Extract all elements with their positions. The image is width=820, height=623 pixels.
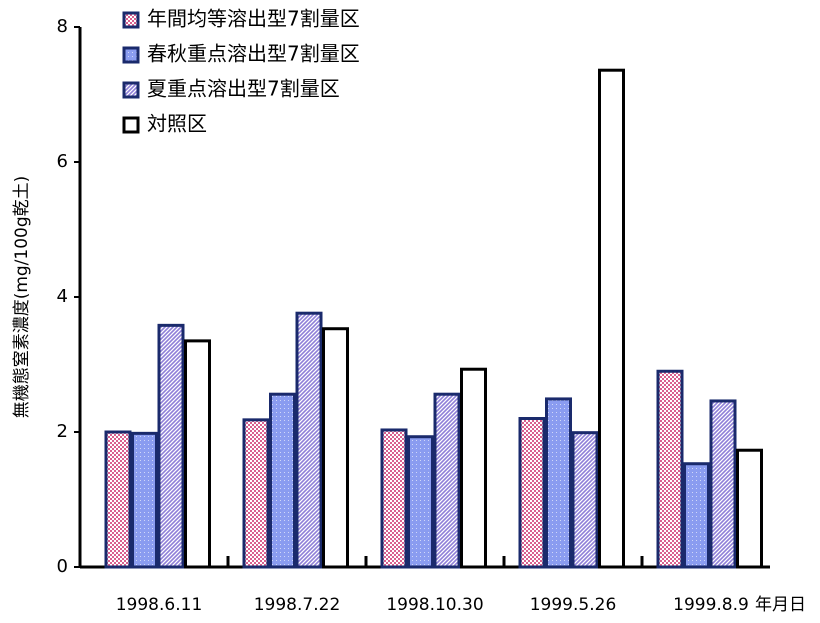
y-tick-label: 4 <box>57 286 68 307</box>
bar <box>598 68 625 569</box>
y-axis-label: 無機態窒素濃度(mg/100g乾土) <box>12 176 32 419</box>
bar <box>518 417 546 569</box>
legend-swatch <box>122 46 140 64</box>
bar <box>269 392 296 569</box>
bar <box>709 399 737 569</box>
legend-label: 対照区 <box>147 112 207 136</box>
legend-swatch <box>122 116 140 134</box>
bar <box>104 430 132 569</box>
x-tick-label: 1999.5.26 <box>530 595 617 615</box>
y-tick-label: 2 <box>57 421 68 442</box>
y-tick-label: 6 <box>57 151 68 172</box>
bar <box>571 431 599 569</box>
bar <box>380 428 408 569</box>
bar <box>407 435 434 569</box>
x-tick-label: 1998.6.11 <box>116 595 203 615</box>
x-tick-label: 1998.10.30 <box>386 595 483 615</box>
bar <box>736 448 763 569</box>
bar <box>184 339 211 569</box>
legend-label: 夏重点溶出型7割量区 <box>147 77 340 101</box>
y-tick-label: 8 <box>57 16 68 37</box>
y-tick-label: 0 <box>57 556 68 577</box>
legend-swatch <box>122 11 140 29</box>
bar <box>656 369 684 569</box>
x-axis-label: 年月日 <box>755 595 806 615</box>
legend-label: 春秋重点溶出型7割量区 <box>147 42 360 66</box>
bar <box>460 367 487 569</box>
bar <box>545 397 572 569</box>
bar <box>683 462 710 569</box>
bar <box>131 431 158 569</box>
bar <box>295 311 323 569</box>
legend-label: 年間均等溶出型7割量区 <box>147 7 360 31</box>
bar <box>157 323 185 569</box>
x-tick-label: 1999.8.9 <box>673 595 749 615</box>
bar <box>242 418 270 569</box>
bar <box>433 392 461 569</box>
x-tick-label: 1998.7.22 <box>254 595 341 615</box>
bar <box>322 327 349 569</box>
legend-swatch <box>122 81 140 99</box>
